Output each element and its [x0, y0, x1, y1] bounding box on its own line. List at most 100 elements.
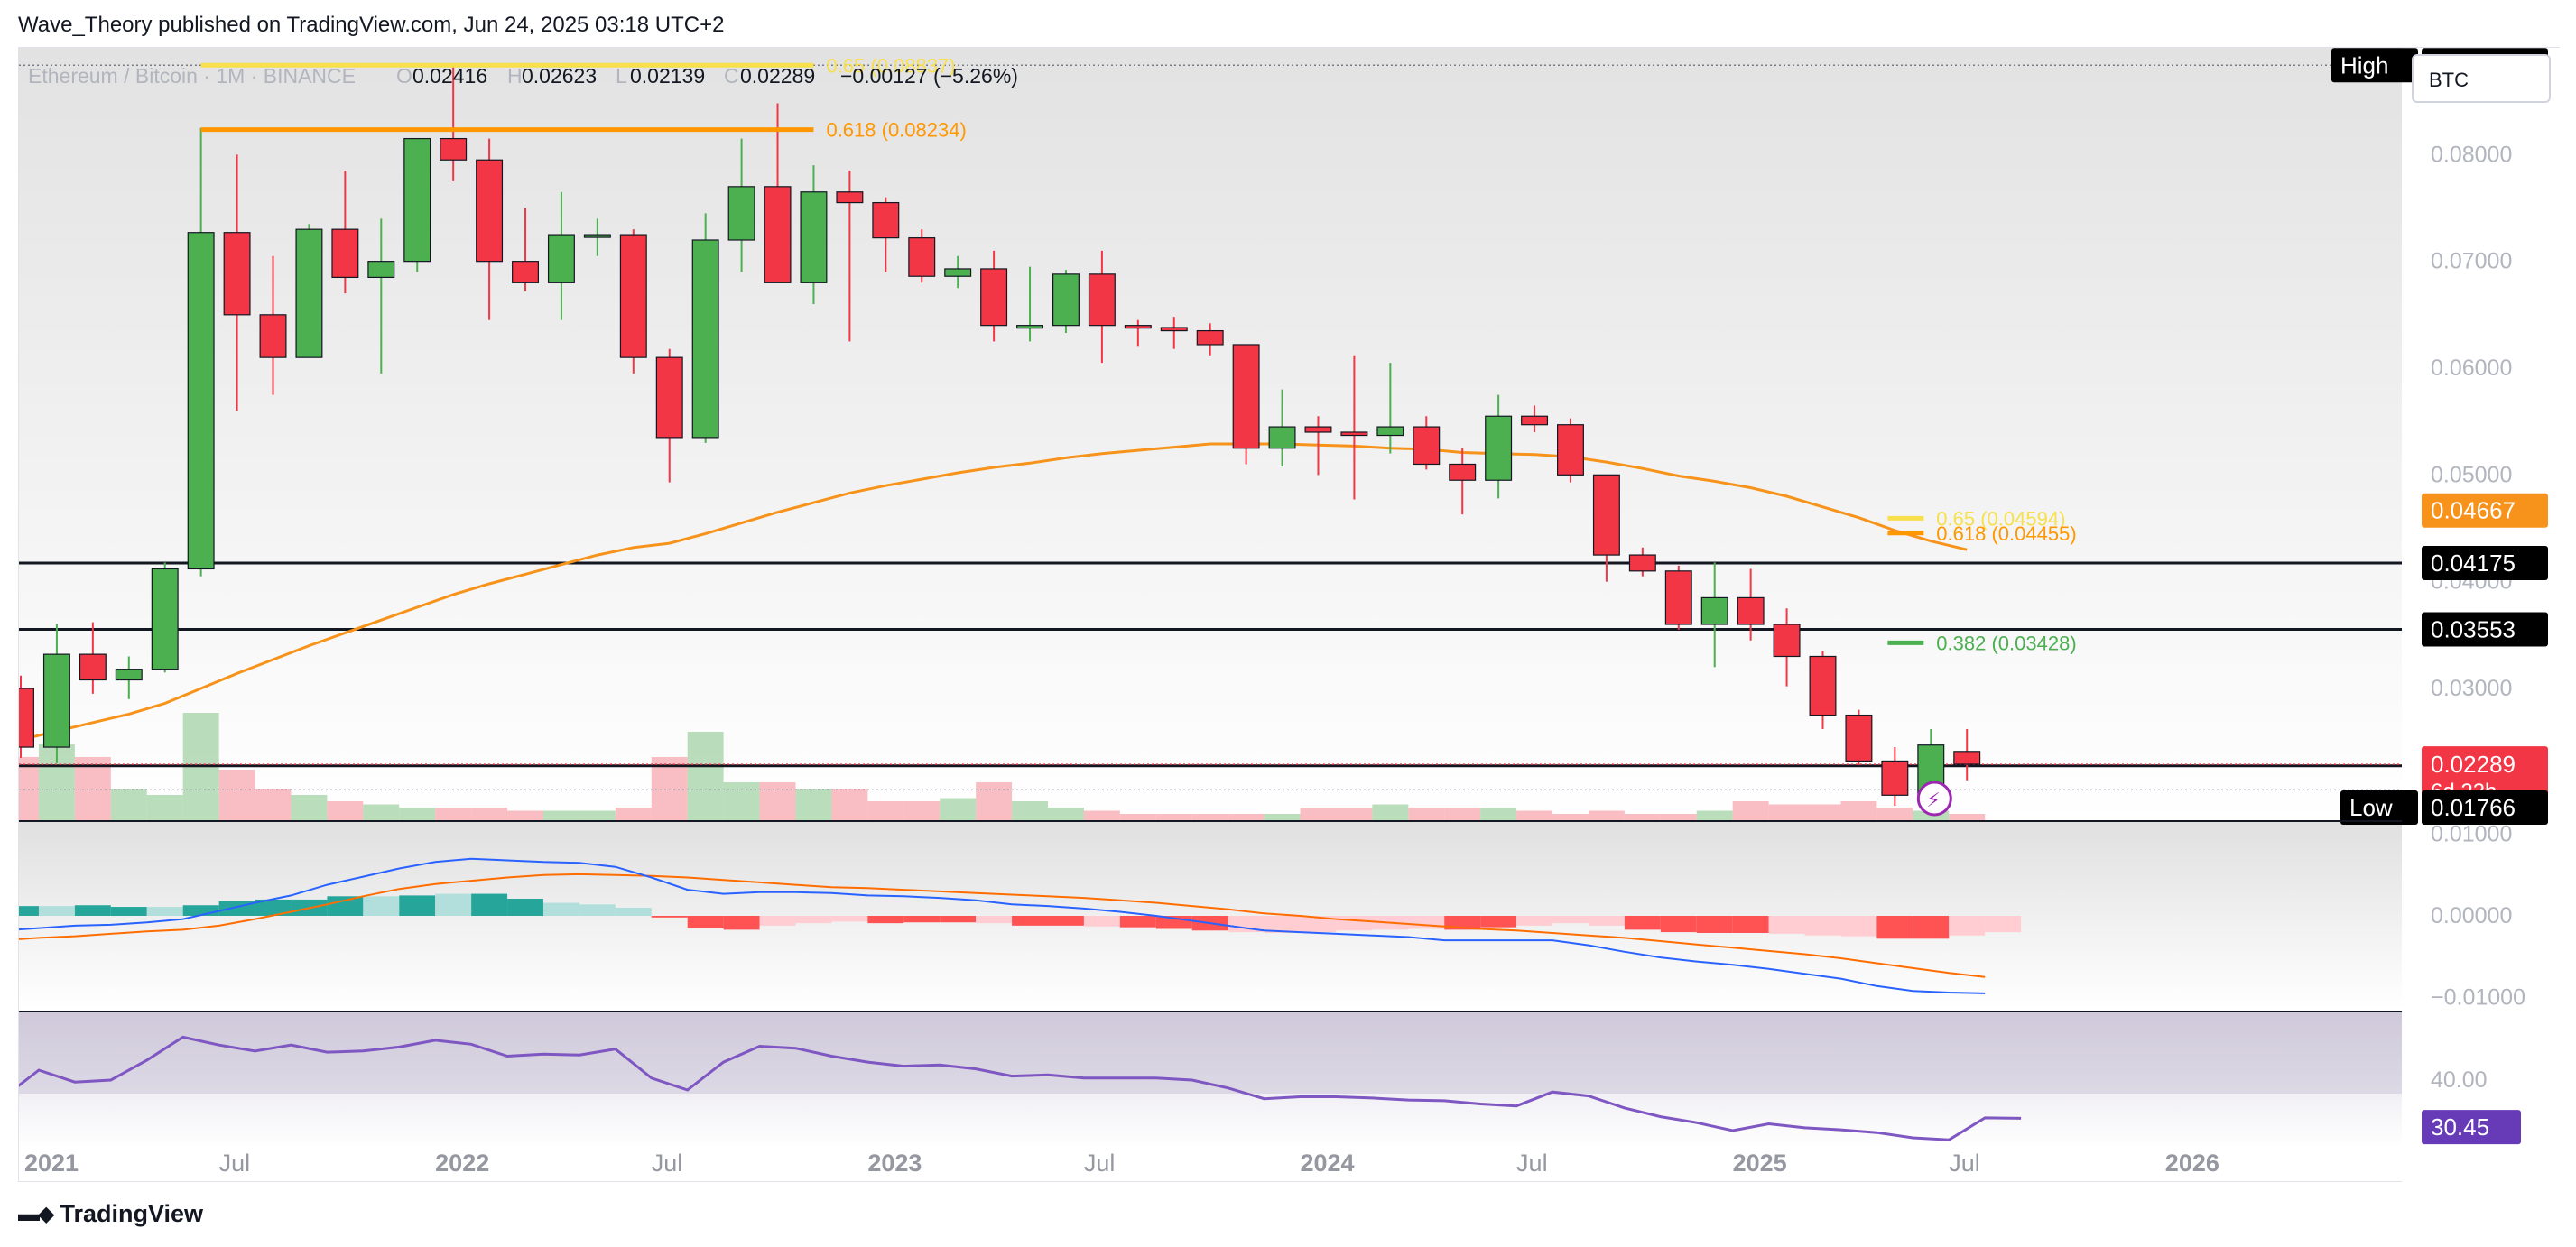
candle[interactable] — [1845, 709, 1873, 766]
candle[interactable] — [1268, 389, 1296, 466]
candle[interactable] — [619, 229, 647, 374]
candlestick-series[interactable] — [19, 64, 1981, 807]
candle[interactable] — [476, 138, 504, 320]
legend-low: 0.02139 — [630, 64, 705, 88]
candle-body — [1268, 426, 1296, 449]
candle[interactable] — [1592, 474, 1620, 582]
candle[interactable] — [1628, 547, 1656, 577]
candle[interactable] — [1340, 355, 1368, 500]
candle[interactable] — [367, 218, 395, 374]
candle-body — [655, 356, 683, 439]
candle-body — [1737, 596, 1765, 625]
candle[interactable] — [151, 562, 179, 673]
candle[interactable] — [295, 224, 323, 358]
candle[interactable] — [1953, 728, 1981, 781]
candle[interactable] — [1304, 416, 1332, 476]
volume-bar — [1516, 810, 1553, 820]
candle[interactable] — [1124, 319, 1152, 347]
volume-bar — [435, 808, 472, 820]
candle[interactable] — [1664, 565, 1692, 630]
volume-bar — [1300, 808, 1337, 820]
candle[interactable] — [944, 255, 972, 289]
time-tick-label: Jul — [219, 1150, 251, 1177]
macd-histogram-bar — [903, 916, 941, 923]
rsi-value-tag[interactable]: 30.45 — [2422, 1110, 2521, 1145]
candle[interactable] — [655, 348, 683, 483]
publisher-header: Wave_Theory published on TradingView.com… — [18, 13, 725, 37]
ema-50-line — [20, 442, 1968, 742]
candle[interactable] — [980, 250, 1008, 342]
candle[interactable] — [1196, 323, 1224, 356]
candle[interactable] — [836, 171, 864, 342]
candle[interactable] — [547, 191, 575, 320]
candle[interactable] — [1160, 317, 1188, 349]
lightning-icon[interactable]: ⚡ — [1916, 781, 1952, 817]
candle[interactable] — [1088, 250, 1116, 364]
macd-histogram-bar — [1949, 916, 1986, 936]
candle[interactable] — [764, 103, 792, 283]
candle[interactable] — [1737, 568, 1765, 641]
chart-canvas[interactable]: 0.65 (0.08837) 0.618 (0.08234) 0.65 (0.045… — [19, 48, 2561, 1183]
candle[interactable] — [1881, 747, 1909, 807]
candle[interactable] — [79, 622, 107, 694]
candle-body — [547, 234, 575, 283]
low-price-tag-text: 0.01766 — [2431, 794, 2516, 821]
tradingview-footer[interactable]: ▬◆ TradingView — [18, 1200, 203, 1228]
candle[interactable] — [908, 229, 936, 283]
currency-button[interactable]: BTC — [2412, 54, 2551, 103]
chart-frame[interactable]: 0.65 (0.08837) 0.618 (0.08234) 0.65 (0.045… — [18, 47, 2561, 1183]
candle[interactable] — [1700, 562, 1728, 668]
candle[interactable] — [583, 218, 611, 256]
candle[interactable] — [440, 64, 468, 181]
candle-body — [115, 669, 143, 681]
volume-bar — [399, 808, 436, 820]
candle[interactable] — [727, 138, 755, 272]
candle[interactable] — [1485, 394, 1513, 499]
candle[interactable] — [800, 165, 828, 304]
low-price-tag[interactable]: 0.01766 — [2422, 790, 2548, 825]
candle[interactable] — [42, 624, 70, 763]
macd-histogram-bar — [1588, 916, 1625, 926]
candle[interactable] — [187, 127, 215, 577]
volume-bar — [1588, 810, 1625, 820]
candle[interactable] — [1557, 418, 1584, 483]
macd-histogram-bar — [399, 895, 436, 916]
candle[interactable] — [331, 171, 359, 294]
legend-c-label: C — [724, 64, 739, 88]
candle[interactable] — [1376, 363, 1404, 454]
candle[interactable] — [1521, 405, 1549, 432]
rsi-value-tag-box — [2422, 1110, 2521, 1145]
level-price-tag[interactable]: 0.03553 — [2422, 612, 2548, 647]
candle[interactable] — [691, 213, 719, 443]
volume-bar — [1119, 814, 1156, 820]
macd-histogram-bar — [831, 916, 868, 922]
candle[interactable] — [1413, 416, 1441, 470]
rsi-tick-label: 40.00 — [2431, 1067, 2488, 1093]
candle[interactable] — [1232, 344, 1260, 465]
time-axis[interactable]: 2021 Jul 2022 Jul 2023 Jul 2024 Jul 2025 Jul 2026 — [24, 1150, 2219, 1177]
low-tag-text: Low — [2349, 794, 2393, 821]
candle-body — [1845, 714, 1873, 762]
level-price-tag[interactable]: 0.04175 — [2422, 545, 2548, 580]
candle[interactable] — [223, 154, 251, 411]
candle[interactable] — [259, 255, 287, 395]
candle[interactable] — [115, 656, 143, 699]
candle[interactable] — [512, 208, 539, 291]
candle[interactable] — [1809, 651, 1837, 729]
price-tick-label: 0.03000 — [2431, 676, 2512, 701]
candle[interactable] — [1016, 266, 1044, 342]
low-tag: Low — [2340, 790, 2418, 825]
volume-bar — [291, 795, 328, 820]
low-price-tag-box — [2422, 790, 2548, 825]
macd-histogram-bar — [1804, 916, 1841, 936]
fibonacci-levels: 0.65 (0.08837) 0.618 (0.08234) 0.65 (0.045… — [200, 54, 2077, 654]
candle[interactable] — [1773, 608, 1801, 687]
candle[interactable] — [19, 675, 34, 758]
ema-price-tag[interactable]: 0.04667 — [2422, 493, 2548, 528]
candle-body — [1016, 325, 1044, 329]
candle[interactable] — [1449, 448, 1477, 515]
candle[interactable] — [1052, 270, 1080, 333]
candle[interactable] — [403, 137, 431, 272]
candle[interactable] — [872, 197, 900, 272]
fib-label: 0.618 (0.04455) — [1936, 522, 2076, 545]
